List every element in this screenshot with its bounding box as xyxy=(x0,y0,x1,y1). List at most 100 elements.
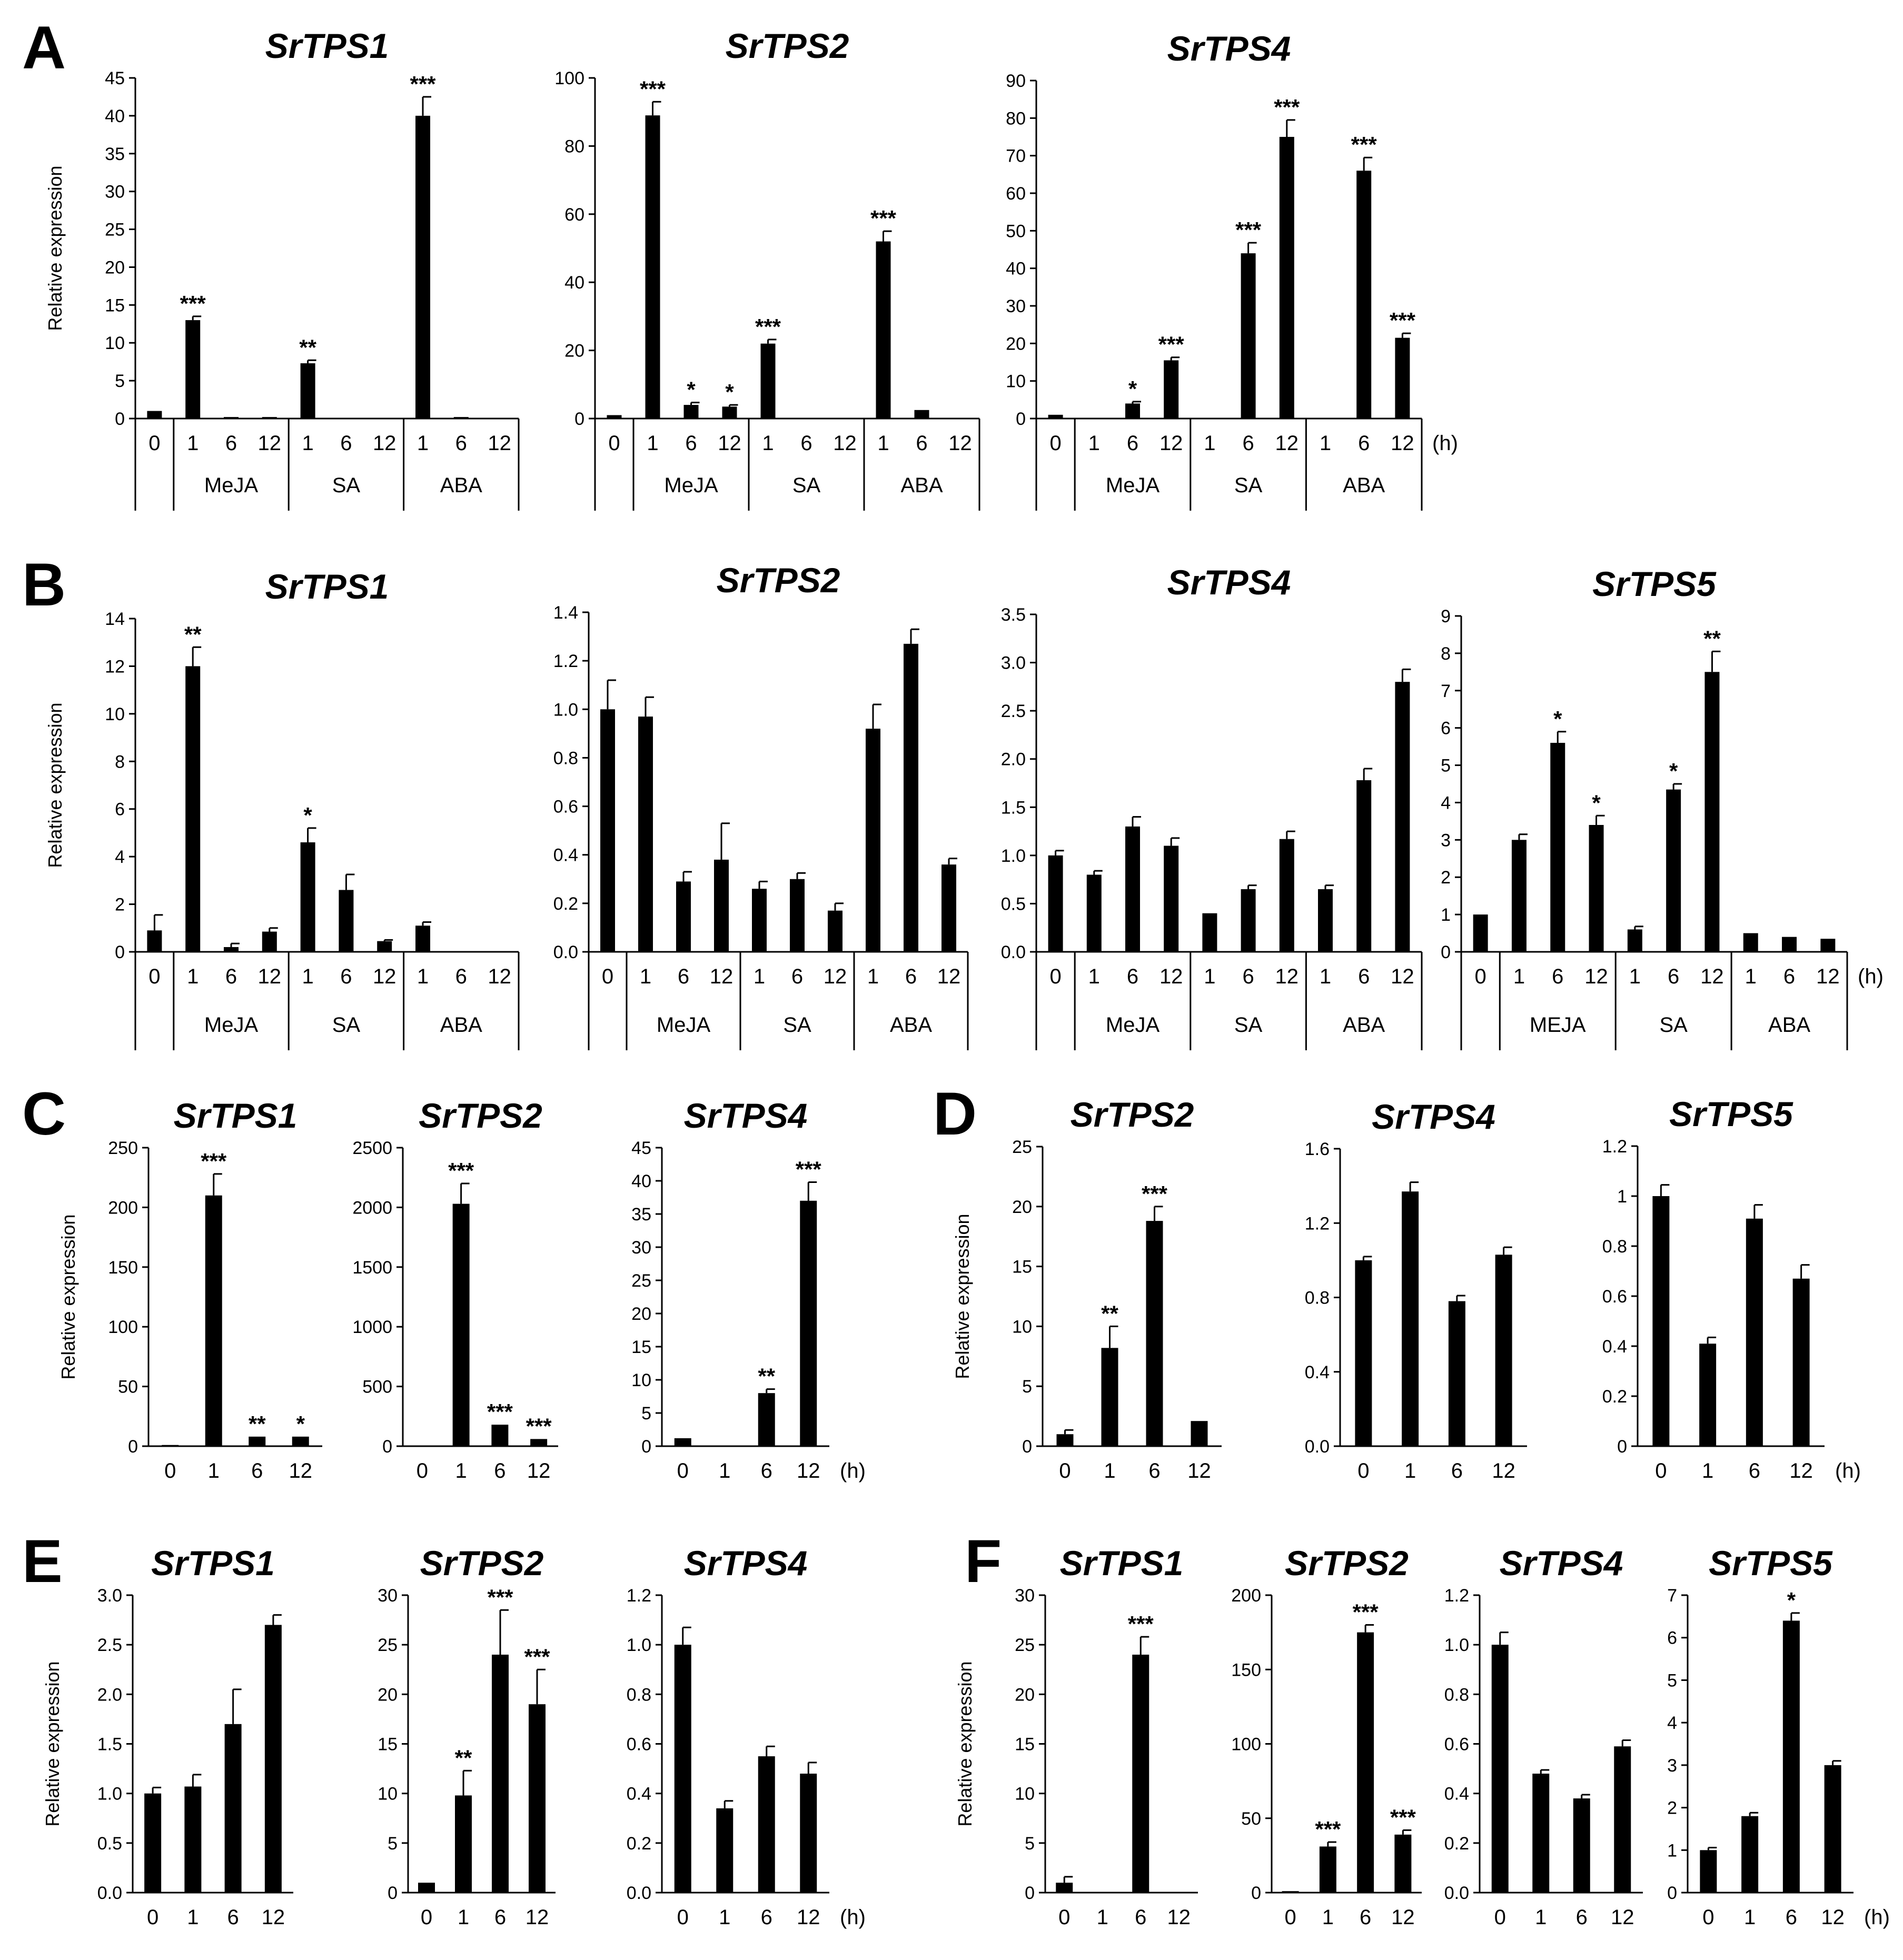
panel-letter-c: C xyxy=(22,1080,66,1148)
chart-title: SrTPS1 xyxy=(151,1544,275,1583)
y-tick-label: 0 xyxy=(1022,1437,1032,1457)
x-category-label: 0 xyxy=(608,432,620,455)
significance-mark: ** xyxy=(249,1411,266,1436)
treatment-group-label: SA xyxy=(1234,474,1263,497)
bar xyxy=(1782,1620,1800,1893)
y-tick-label: 0 xyxy=(115,942,125,962)
y-tick-label: 0.0 xyxy=(627,1883,651,1903)
bar xyxy=(1741,1816,1759,1893)
bar xyxy=(1318,889,1333,952)
y-tick-label: 0 xyxy=(1025,1883,1035,1903)
significance-mark: *** xyxy=(1390,308,1416,333)
x-category-label: 6 xyxy=(455,432,467,455)
y-tick-label: 10 xyxy=(631,1370,651,1390)
x-category-label: 6 xyxy=(225,432,237,455)
x-category-label: 0 xyxy=(1357,1459,1369,1483)
y-tick-label: 0.2 xyxy=(553,894,578,914)
bar xyxy=(418,1883,435,1893)
bar xyxy=(339,890,354,952)
chart-title: SrTPS2 xyxy=(419,1096,542,1135)
x-category-label: 1 xyxy=(1535,1906,1547,1929)
y-tick-label: 7 xyxy=(1667,1586,1677,1606)
y-tick-label: 0.4 xyxy=(1305,1362,1330,1382)
x-category-label: 6 xyxy=(678,965,689,988)
x-category-label: 6 xyxy=(1135,1906,1146,1929)
x-category-label: 0 xyxy=(677,1906,689,1929)
y-tick-label: 0.2 xyxy=(627,1834,651,1854)
y-tick-label: 30 xyxy=(631,1238,651,1258)
y-tick-label: 20 xyxy=(105,257,125,277)
chart-b-srtps2: SrTPS2 0.0 0.2 0.4 0.6 0.8 1.0 1.2 1.4 0 1 6 12 1 6 12 1… xyxy=(553,561,969,1050)
chart-a-srtps4: SrTPS40102030405060708090***************… xyxy=(1006,29,1458,511)
bar xyxy=(1448,1301,1465,1446)
y-tick-label: 8 xyxy=(1441,644,1451,664)
x-category-label: 1 xyxy=(1204,965,1215,988)
bar xyxy=(264,1625,282,1893)
bar xyxy=(1202,913,1217,952)
y-tick-label: 15 xyxy=(378,1735,398,1755)
y-tick-label: 0 xyxy=(115,409,125,429)
bar xyxy=(1473,914,1488,952)
x-category-label: 6 xyxy=(761,1459,772,1483)
x-category-label: 1 xyxy=(1322,1906,1334,1929)
x-category-label: 1 xyxy=(754,965,765,988)
x-category-label: 6 xyxy=(1451,1459,1463,1483)
bar xyxy=(758,1393,775,1446)
x-category-label: 6 xyxy=(1127,432,1138,455)
y-tick-label: 2 xyxy=(115,895,125,915)
significance-mark: *** xyxy=(487,1399,513,1424)
x-category-label: 12 xyxy=(1159,432,1183,455)
treatment-group-label: ABA xyxy=(440,1013,482,1037)
bar xyxy=(1495,1255,1512,1446)
bar xyxy=(453,417,469,419)
x-category-label: 6 xyxy=(1242,965,1254,988)
bar xyxy=(1550,743,1565,952)
y-tick-label: 500 xyxy=(362,1377,392,1397)
y-tick-label: 80 xyxy=(1006,108,1026,128)
y-tick-label: 25 xyxy=(1015,1635,1035,1655)
bar xyxy=(1511,840,1527,952)
x-category-label: 6 xyxy=(340,965,352,988)
bar xyxy=(866,729,880,952)
chart-f-srtps2: SrTPS2 0 50 100 150 200 *** *** *** 0 1 6 12 xyxy=(1231,1544,1422,1929)
bar xyxy=(1573,1798,1590,1893)
y-tick-label: 0.6 xyxy=(627,1735,651,1755)
treatment-group-label: ABA xyxy=(1343,1013,1385,1037)
y-tick-label: 0.8 xyxy=(1444,1685,1469,1705)
treatment-group-label: ABA xyxy=(1343,474,1385,497)
significance-mark: *** xyxy=(1390,1805,1416,1829)
y-tick-label: 0.8 xyxy=(1305,1288,1330,1308)
treatment-group-label: SA xyxy=(792,474,821,497)
y-tick-label: 2000 xyxy=(352,1198,392,1218)
hour-unit-label: (h) xyxy=(840,1459,866,1483)
x-category-label: 0 xyxy=(602,965,613,988)
x-category-label: 12 xyxy=(1391,1906,1415,1929)
y-tick-label: 0.4 xyxy=(627,1784,651,1804)
chart-title: SrTPS4 xyxy=(684,1096,808,1135)
x-category-label: 12 xyxy=(1187,1459,1211,1483)
y-tick-label: 6 xyxy=(1441,719,1451,739)
y-tick-label: 30 xyxy=(378,1586,398,1606)
x-category-label: 0 xyxy=(148,965,160,988)
bar xyxy=(1792,1278,1810,1446)
bar xyxy=(205,1195,222,1446)
y-tick-label: 40 xyxy=(1006,259,1026,279)
y-tick-label: 40 xyxy=(564,273,584,293)
y-tick-label: 30 xyxy=(105,182,125,202)
x-category-label: 1 xyxy=(302,965,313,988)
y-tick-label: 5 xyxy=(115,371,125,391)
bar xyxy=(1782,937,1797,952)
y-tick-label: 15 xyxy=(105,295,125,315)
y-tick-label: 1.0 xyxy=(97,1784,122,1804)
bar xyxy=(1743,933,1758,952)
y-tick-label: 0 xyxy=(1016,409,1026,429)
treatment-group-label: MeJA xyxy=(657,1013,711,1037)
x-category-label: 12 xyxy=(373,432,397,455)
x-category-label: 12 xyxy=(289,1459,313,1483)
x-category-label: 12 xyxy=(1789,1459,1813,1483)
treatment-group-label: ABA xyxy=(440,474,482,497)
significance-mark: ** xyxy=(299,335,316,360)
x-category-label: 6 xyxy=(1358,965,1370,988)
x-category-label: 6 xyxy=(916,432,927,455)
